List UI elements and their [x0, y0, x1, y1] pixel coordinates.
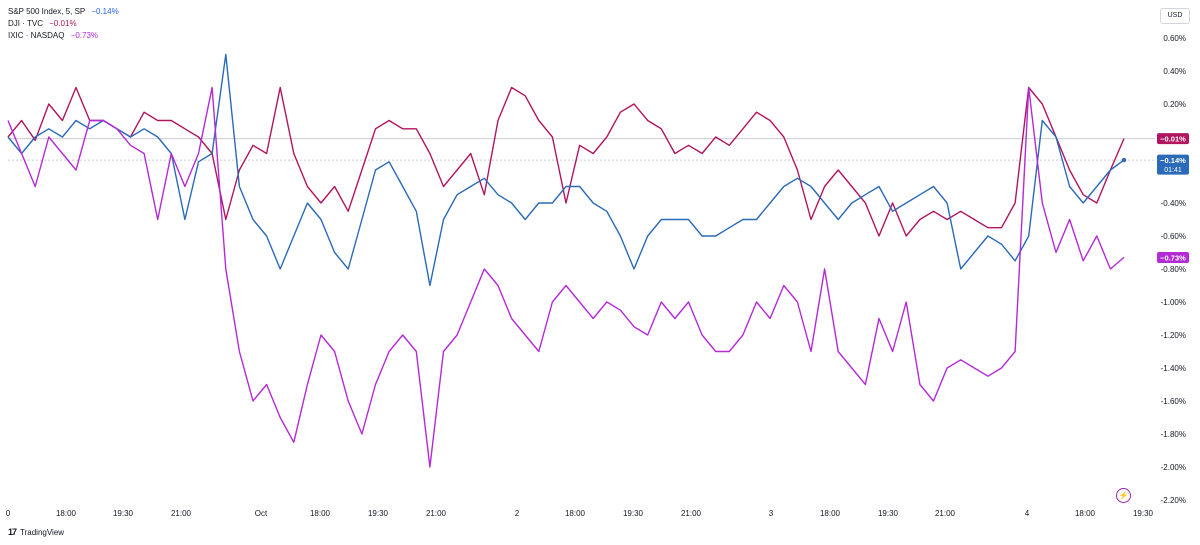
price-tag-label: −0.01%: [1160, 135, 1186, 144]
price-tag-countdown: 01:41: [1164, 167, 1182, 174]
legend-value-dji: −0.01%: [49, 19, 77, 28]
tradingview-logo-icon: 17: [8, 527, 17, 537]
y-tick-label: -1.60%: [1161, 397, 1186, 406]
y-tick-label: -2.00%: [1161, 463, 1186, 472]
y-tick-label: -1.20%: [1161, 331, 1186, 340]
legend-value-ixic: −0.73%: [70, 31, 99, 40]
x-tick-label: 19:30: [1133, 509, 1154, 518]
y-axis: 0.60%0.40%0.20%-0.20%-0.40%-0.60%-0.80%-…: [1161, 34, 1186, 505]
legend-row-dji[interactable]: DJI · TVC −0.01%: [8, 18, 119, 30]
reference-lines: [8, 138, 1155, 161]
price-tags: −0.01% −0.14% 01:41 −0.73%: [1157, 133, 1189, 263]
legend-value-sp500: −0.14%: [91, 7, 119, 16]
x-tick-label: 19:30: [113, 509, 134, 518]
x-tick-label: 19:30: [623, 509, 644, 518]
series-line-dji[interactable]: [7, 86, 1125, 237]
series-line-s-p-500[interactable]: [7, 53, 1125, 287]
x-tick-label: Oct: [255, 509, 268, 518]
price-tag-dji: [1157, 133, 1189, 145]
currency-button[interactable]: USD: [1160, 8, 1190, 24]
x-tick-label: 21:00: [681, 509, 702, 518]
price-tag-label: −0.14%: [1160, 156, 1186, 165]
lightning-icon[interactable]: ⚡: [1116, 488, 1131, 503]
x-tick-label: 18:00: [565, 509, 586, 518]
x-tick-label: 21:00: [935, 509, 956, 518]
x-tick-label: 0: [6, 509, 11, 518]
x-tick-label: 21:00: [426, 509, 447, 518]
series-line-ixic[interactable]: [7, 86, 1125, 468]
x-tick-label: 19:30: [368, 509, 389, 518]
y-tick-label: -2.20%: [1161, 496, 1186, 505]
y-tick-label: -0.60%: [1161, 232, 1186, 241]
series-end-dot: [1121, 157, 1127, 163]
y-tick-label: 0.20%: [1163, 100, 1186, 109]
price-tag-s-p-500: [1157, 154, 1189, 175]
y-tick-label: -0.80%: [1161, 265, 1186, 274]
x-tick-label: 18:00: [310, 509, 331, 518]
price-tag-label: −0.73%: [1160, 253, 1186, 262]
price-tag-ixic: [1157, 251, 1189, 263]
y-tick-label: -0.40%: [1161, 199, 1186, 208]
x-tick-label: 4: [1025, 509, 1030, 518]
y-tick-label: -1.40%: [1161, 364, 1186, 373]
x-tick-label: 21:00: [171, 509, 192, 518]
legend-name-ixic: IXIC · NASDAQ: [8, 31, 65, 40]
y-tick-label: 0.40%: [1163, 67, 1186, 76]
x-tick-label: 18:00: [820, 509, 841, 518]
y-tick-label: -1.80%: [1161, 430, 1186, 439]
legend: S&P 500 Index, 5, SP −0.14% DJI · TVC −0…: [8, 6, 119, 42]
x-tick-label: 18:00: [56, 509, 77, 518]
legend-name-dji: DJI · TVC: [8, 19, 43, 28]
y-tick-label: 0.60%: [1163, 34, 1186, 43]
legend-row-sp500[interactable]: S&P 500 Index, 5, SP −0.14%: [8, 6, 119, 18]
legend-name-sp500: S&P 500 Index, 5, SP: [8, 7, 86, 16]
x-tick-label: 19:30: [878, 509, 899, 518]
brand-name: TradingView: [20, 527, 65, 537]
legend-row-ixic[interactable]: IXIC · NASDAQ −0.73%: [8, 30, 119, 42]
x-tick-label: 3: [769, 509, 774, 518]
x-axis: 0 18:00 19:30 21:00 Oct 18:00 19:30 21:00 2 18:00…: [6, 509, 1154, 518]
y-tick-label: -1.00%: [1161, 298, 1186, 307]
x-tick-label: 18:00: [1075, 509, 1096, 518]
series-layer: [7, 53, 1127, 468]
x-tick-label: 2: [515, 509, 520, 518]
footer[interactable]: 17 TradingView: [8, 527, 64, 537]
